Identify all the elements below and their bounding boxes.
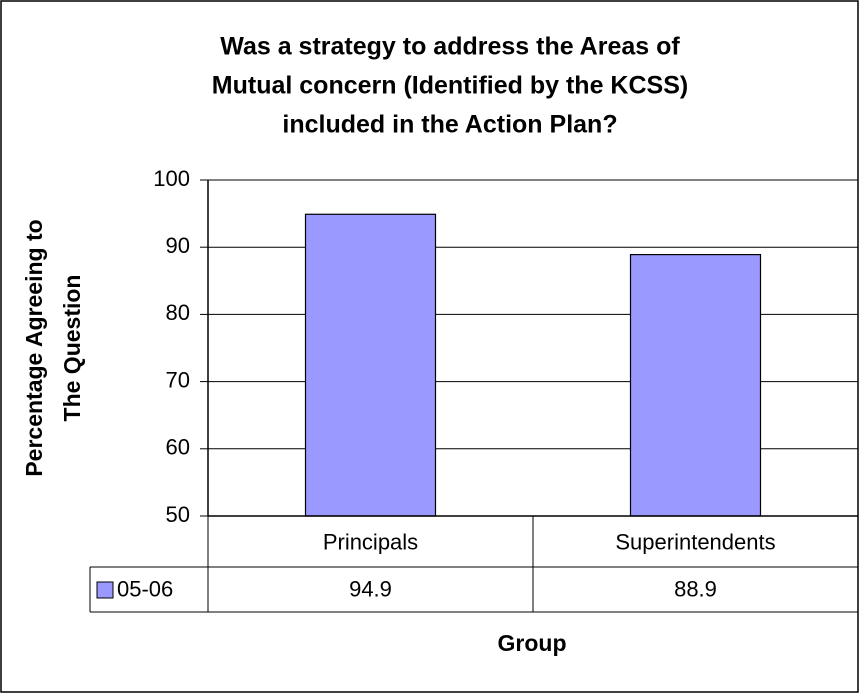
data-label: 88.9 <box>674 576 717 601</box>
data-label: 94.9 <box>349 576 392 601</box>
x-tick-label: Superintendents <box>615 529 775 554</box>
bar <box>304 213 437 517</box>
legend-key <box>96 581 114 599</box>
chart-title: included in the Action Plan? <box>282 111 617 139</box>
chart-title: Was a strategy to address the Areas of <box>220 33 680 61</box>
y-tick-label: 90 <box>166 233 190 258</box>
chart-title: Mutual concern (Identified by the KCSS) <box>212 72 688 100</box>
y-tick-label: 60 <box>166 435 190 460</box>
y-tick-label: 70 <box>166 367 190 392</box>
y-tick-label: 100 <box>153 166 190 191</box>
legend-label: 05-06 <box>117 576 173 601</box>
y-tick-label: 80 <box>166 300 190 325</box>
y-axis-title: The Question <box>59 275 85 422</box>
y-axis-title: Percentage Agreeing to <box>21 219 47 476</box>
bar <box>629 253 762 517</box>
x-tick-label: Principals <box>323 529 418 554</box>
x-axis-title: Group <box>498 630 567 656</box>
y-tick-label: 50 <box>166 502 190 527</box>
